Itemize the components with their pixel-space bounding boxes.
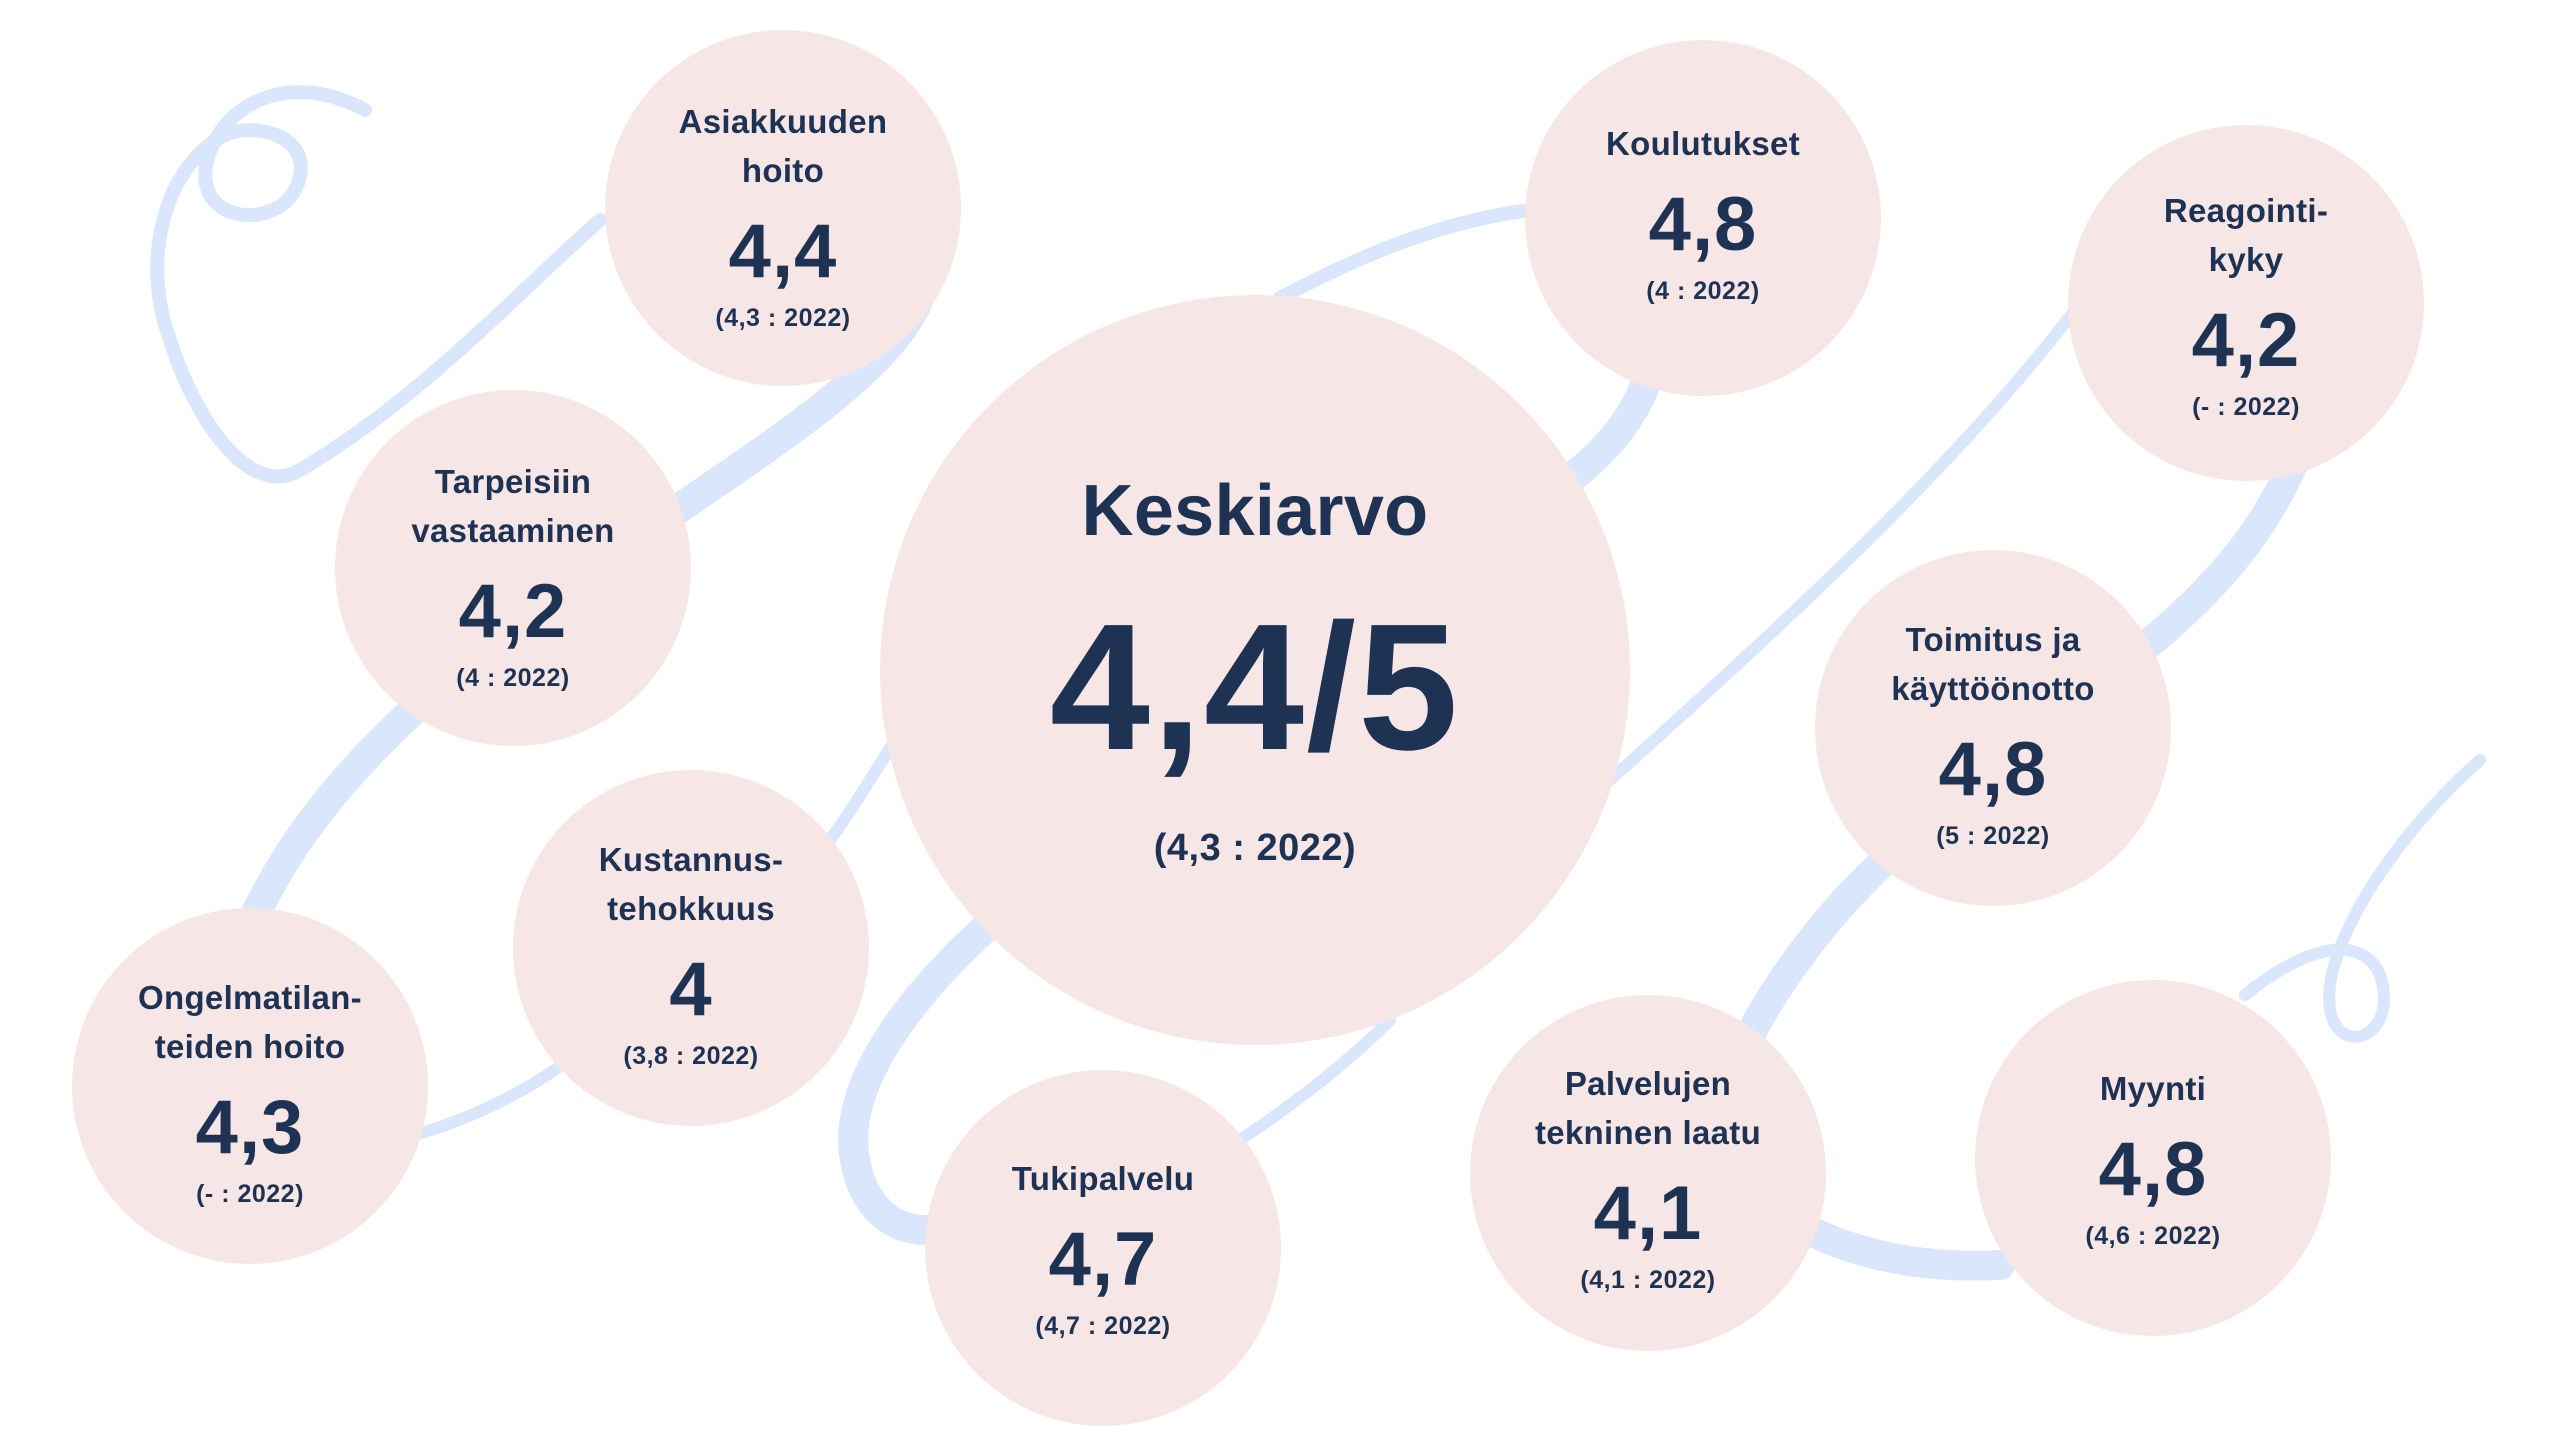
ribbon-diagonal-right <box>1604 304 2081 786</box>
category-label: Palvelujen tekninen laatu <box>1534 1065 1762 1151</box>
category-previous: (4 : 2022) <box>1646 276 1760 305</box>
category-value: 4,7 <box>1048 1216 1158 1302</box>
category-value: 4,3 <box>195 1085 305 1170</box>
category-previous: (4 : 2022) <box>456 664 570 692</box>
category-value: 4,8 <box>1938 727 2048 812</box>
category-value: 4,4 <box>728 209 838 294</box>
ribbon-top-center <box>1273 203 1537 305</box>
category-previous: (4,3 : 2022) <box>715 304 851 332</box>
category-bubble-reagointikyky: Reagointi- kyky 4,2 (- : 2022) <box>2068 125 2424 481</box>
category-previous: (- : 2022) <box>2192 393 2300 421</box>
category-value: 4,8 <box>2098 1126 2208 1212</box>
category-label: Tarpeisiin vastaaminen <box>411 463 615 549</box>
category-bubble-tukipalvelu: Tukipalvelu 4,7 (4,7 : 2022) <box>925 1070 1281 1426</box>
category-value: 4,2 <box>2191 298 2301 383</box>
ribbon-koulutukset-down <box>1560 370 1660 490</box>
category-previous: (4,1 : 2022) <box>1580 1266 1716 1294</box>
average-bubble: Keskiarvo 4,4/5 (4,3 : 2022) <box>880 295 1630 1045</box>
category-label: Tukipalvelu <box>1011 1159 1195 1197</box>
category-bubble-myynti: Myynti 4,8 (4,6 : 2022) <box>1975 980 2331 1336</box>
ribbon-tukipalvelu-link <box>1234 1014 1396 1146</box>
category-bubble-asiakkuuden-hoito: Asiakkuuden hoito 4,4 (4,3 : 2022) <box>605 30 961 386</box>
category-previous: (- : 2022) <box>196 1180 304 1208</box>
category-label: Ongelmatilan- teiden hoito <box>138 979 362 1065</box>
category-label: Kustannus- tehokkuus <box>598 841 784 927</box>
category-bubble-kustannustehokkuus: Kustannus- tehokkuus 4 (3,8 : 2022) <box>513 770 869 1126</box>
ribbon-right-loop <box>2239 754 2486 1043</box>
category-bubble-koulutukset: Koulutukset 4,8 (4 : 2022) <box>1525 40 1881 396</box>
ribbon-top-left-loop <box>150 85 607 484</box>
average-previous: (4,3 : 2022) <box>1153 827 1357 869</box>
ribbon-center-bottom-loop <box>838 900 1015 1245</box>
category-bubble-palvelujen-tekninen-laatu: Palvelujen tekninen laatu 4,1 (4,1 : 202… <box>1470 995 1826 1351</box>
category-label: Reagointi- kyky <box>2163 192 2329 278</box>
category-label: Toimitus ja käyttöönotto <box>1891 621 2095 707</box>
category-previous: (3,8 : 2022) <box>623 1042 759 1070</box>
category-previous: (4,6 : 2022) <box>2085 1221 2221 1250</box>
category-value: 4,8 <box>1648 181 1758 267</box>
category-previous: (5 : 2022) <box>1936 822 2050 850</box>
category-previous: (4,7 : 2022) <box>1035 1311 1171 1340</box>
category-bubble-tarpeisiin-vastaaminen: Tarpeisiin vastaaminen 4,2 (4 : 2022) <box>335 390 691 746</box>
category-value: 4,1 <box>1593 1171 1703 1256</box>
category-label: Koulutukset <box>1606 124 1800 162</box>
category-value: 4,2 <box>458 569 568 654</box>
average-label: Keskiarvo <box>1081 471 1429 551</box>
category-bubble-ongelmatilanteiden-hoito: Ongelmatilan- teiden hoito 4,3 (- : 2022… <box>72 908 428 1264</box>
category-label: Myynti <box>2099 1069 2207 1107</box>
category-label: Asiakkuuden hoito <box>678 103 888 189</box>
category-value: 4 <box>669 947 713 1032</box>
category-bubble-toimitus-ja-kayttoonotto: Toimitus ja käyttöönotto 4,8 (5 : 2022) <box>1815 550 2171 906</box>
average-value: 4,4/5 <box>1049 587 1461 788</box>
